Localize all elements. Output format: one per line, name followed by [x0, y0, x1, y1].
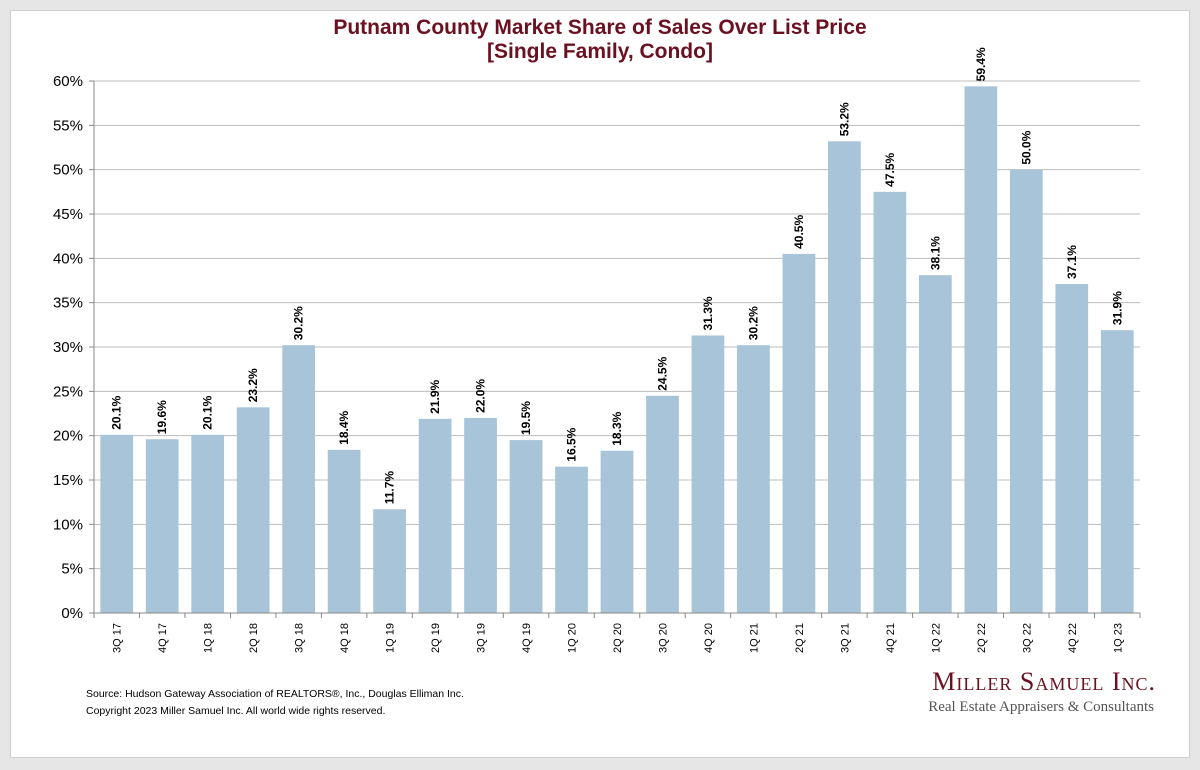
x-tick-label: 3Q 17: [112, 623, 124, 653]
x-tick-label: 4Q 22: [1067, 623, 1079, 653]
x-tick-label: 2Q 20: [612, 623, 624, 653]
bar: [691, 335, 725, 613]
bar: [509, 440, 543, 613]
x-tick-label: 2Q 19: [430, 623, 442, 653]
data-label: 20.1%: [110, 395, 124, 429]
data-label: 20.1%: [201, 395, 215, 429]
x-tick-label: 2Q 21: [794, 623, 806, 653]
x-tick-label: 3Q 21: [839, 623, 851, 653]
bar: [873, 191, 907, 614]
data-label: 30.2%: [746, 306, 760, 340]
bar: [418, 418, 452, 613]
data-labels: 20.1% 19.6% 20.1% 23.2% 30.2% 18.4% 11.7% 21.9%…: [110, 47, 1125, 504]
x-tick-label: 4Q 17: [157, 623, 169, 653]
data-label: 16.5%: [565, 427, 579, 461]
source-note: Source: Hudson Gateway Association of RE…: [86, 688, 464, 700]
x-tick-label: 2Q 18: [248, 623, 260, 653]
bar: [737, 345, 770, 613]
bar: [600, 450, 634, 613]
x-tick-label: 1Q 20: [567, 623, 579, 653]
data-label: 23.2%: [246, 368, 260, 402]
y-tick-label: 0%: [61, 605, 83, 622]
y-tick-label: 60%: [53, 73, 83, 90]
x-tick-label: 1Q 23: [1112, 623, 1124, 653]
x-tick-label: 1Q 18: [203, 623, 215, 653]
bar: [964, 86, 998, 613]
company-logo: Miller Samuel Inc.: [932, 667, 1156, 696]
x-tick-label: 1Q 21: [748, 623, 760, 653]
y-tick-label: 30%: [53, 339, 83, 356]
data-label: 40.5%: [792, 215, 806, 249]
data-label: 18.4%: [337, 410, 351, 444]
x-tick-label: 1Q 22: [930, 623, 942, 653]
bar: [828, 141, 861, 613]
y-tick-label: 20%: [53, 428, 83, 445]
data-label: 24.5%: [655, 356, 669, 390]
x-tick-label: 4Q 19: [521, 623, 533, 653]
data-label: 30.2%: [292, 306, 306, 340]
data-label: 19.5%: [519, 401, 533, 435]
x-axis: 3Q 17 4Q 17 1Q 18 2Q 18 3Q 18 4Q 18 1Q 19 2Q 19…: [93, 612, 1141, 653]
data-label: 19.6%: [155, 400, 169, 434]
y-axis: 0% 5% 10% 15% 20% 25% 30% 35% 40% 45% 50% 55% 60%: [53, 73, 95, 622]
y-tick-label: 15%: [53, 472, 83, 489]
bar: [282, 345, 316, 613]
y-tick-label: 50%: [53, 162, 83, 179]
y-tick-label: 40%: [53, 250, 83, 267]
data-label: 50.0%: [1019, 130, 1033, 164]
y-tick-label: 10%: [53, 516, 83, 533]
bar: [236, 407, 270, 613]
x-tick-label: 3Q 20: [657, 623, 669, 653]
data-label: 21.9%: [428, 379, 442, 413]
data-label: 47.5%: [883, 152, 897, 186]
bar: [1009, 169, 1043, 613]
bar: [646, 395, 679, 613]
data-label: 22.0%: [474, 379, 488, 413]
bar: [1100, 330, 1134, 613]
data-label: 18.3%: [610, 411, 624, 445]
chart-subtitle: [Single Family, Condo]: [487, 40, 713, 63]
chart-title: Putnam County Market Share of Sales Over…: [333, 16, 867, 39]
x-tick-label: 3Q 22: [1021, 623, 1033, 653]
y-tick-label: 5%: [61, 561, 83, 578]
x-tick-label: 4Q 21: [885, 623, 897, 653]
bar: [373, 509, 406, 613]
y-tick-label: 25%: [53, 383, 83, 400]
y-tick-label: 45%: [53, 206, 83, 223]
copyright-note: Copyright 2023 Miller Samuel Inc. All wo…: [86, 705, 386, 717]
x-tick-label: 4Q 18: [339, 623, 351, 653]
data-label: 38.1%: [928, 236, 942, 270]
bar: [1055, 284, 1089, 613]
data-label: 31.3%: [701, 296, 715, 330]
bar: [145, 439, 179, 613]
data-label: 53.2%: [837, 102, 851, 136]
company-tagline: Real Estate Appraisers & Consultants: [928, 699, 1154, 715]
x-tick-label: 3Q 19: [476, 623, 488, 653]
bar: [191, 434, 225, 613]
data-label: 37.1%: [1065, 245, 1079, 279]
x-tick-label: 3Q 18: [294, 623, 306, 653]
x-tick-label: 2Q 22: [976, 623, 988, 653]
x-tick-label: 1Q 19: [385, 623, 397, 653]
y-tick-label: 35%: [53, 295, 83, 312]
bars: [100, 86, 1134, 614]
bar: [464, 417, 497, 613]
bar: [918, 275, 952, 613]
x-tick-label: 4Q 20: [703, 623, 715, 653]
bar: [782, 253, 816, 613]
y-tick-label: 55%: [53, 117, 83, 134]
bar: [327, 449, 361, 613]
data-label: 31.9%: [1110, 291, 1124, 325]
bar: [100, 434, 134, 613]
bar: [555, 466, 588, 613]
data-label: 59.4%: [974, 47, 988, 81]
data-label: 11.7%: [383, 471, 397, 505]
